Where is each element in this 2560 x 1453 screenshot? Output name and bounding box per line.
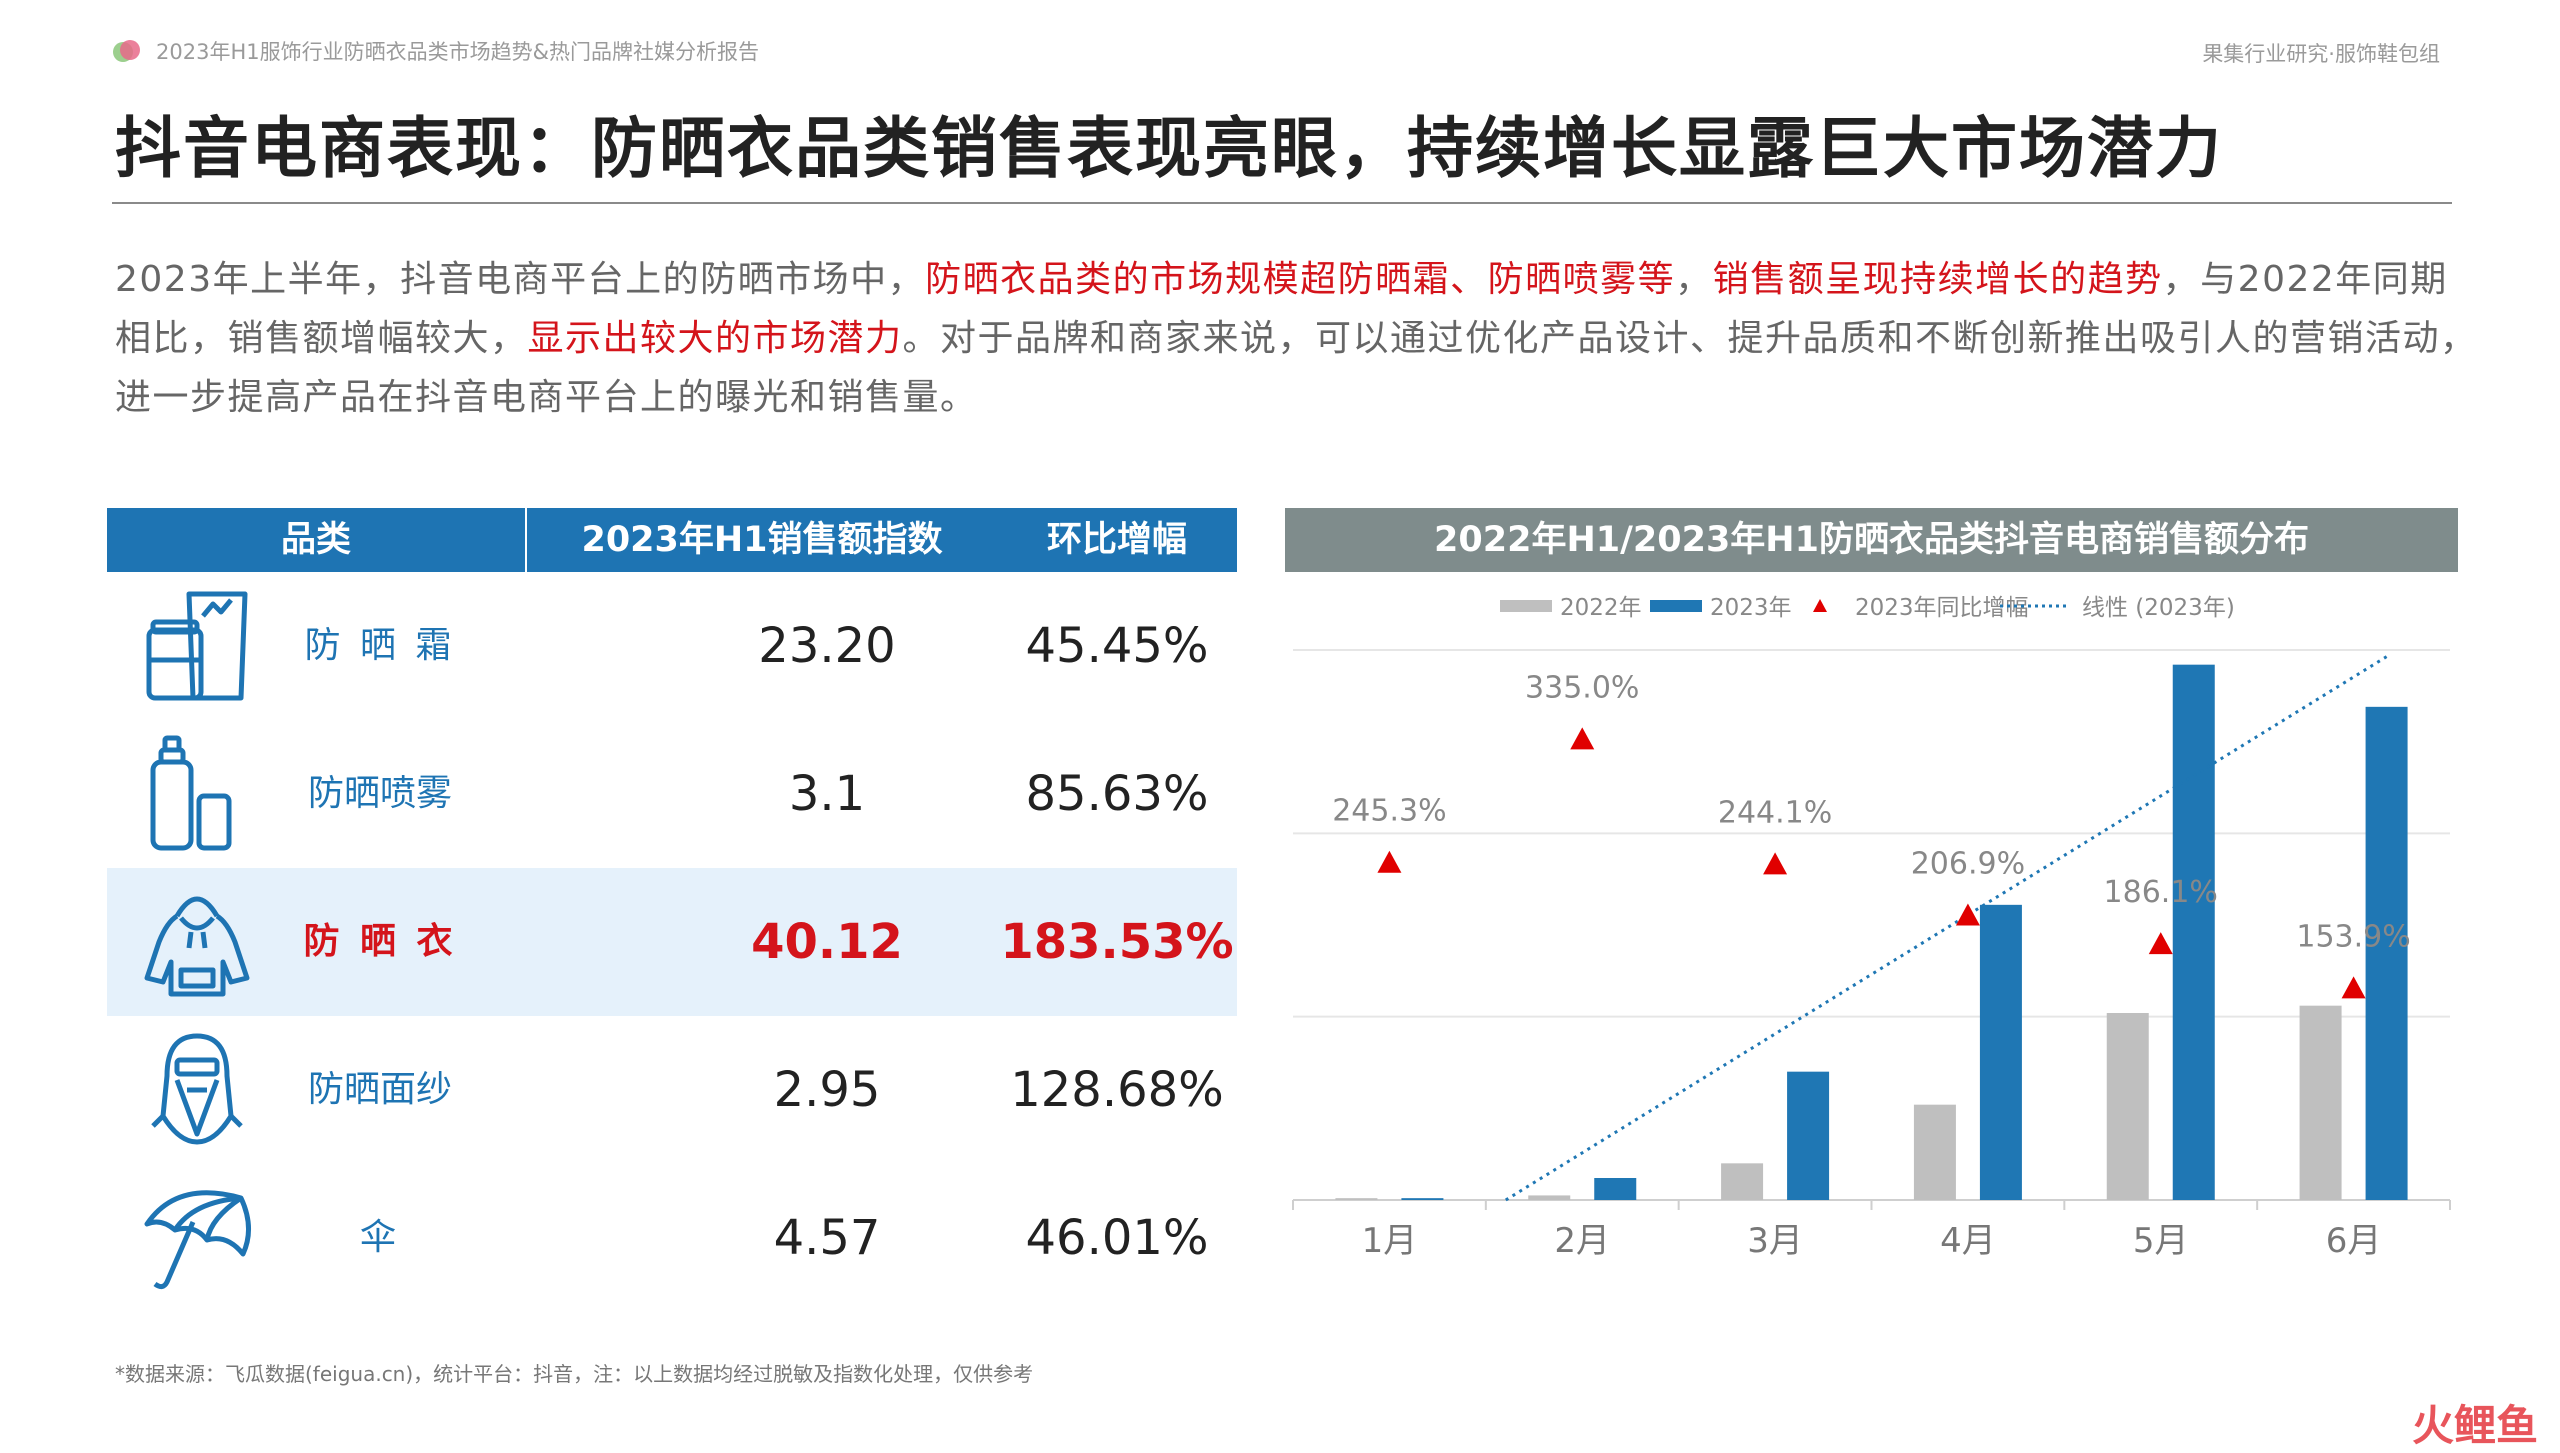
umbrella-icon	[144, 1190, 251, 1290]
x-tick-label: 6月	[2326, 1221, 2382, 1261]
sunscreen-bottles-icon	[146, 591, 248, 701]
x-tick-label: 1月	[1362, 1221, 1418, 1261]
hoodie-icon	[144, 896, 250, 997]
intro-text: 2023年上半年，抖音电商平台上的防晒市场中，	[115, 259, 926, 300]
growth-data-label: 153.9%	[2296, 919, 2410, 954]
bar-2023	[1979, 904, 2022, 1200]
report-logo-icon	[113, 40, 140, 62]
x-tick-label: 4月	[1940, 1221, 1996, 1261]
bar-2022	[2106, 1013, 2149, 1200]
legend-marker-growth	[1813, 599, 1827, 612]
growth-data-label: 186.1%	[2104, 875, 2218, 910]
table-row: 防晒面纱 2.95 128.68%	[107, 1016, 1237, 1164]
growth-rate: 45.45%	[1025, 618, 1209, 674]
sales-index: 23.20	[758, 618, 896, 674]
bar-2023	[1594, 1178, 1637, 1200]
table-header: 品类 2023年H1销售额指数 环比增幅	[107, 508, 1237, 572]
category-name: 防 晒 衣	[303, 921, 457, 962]
legend-label-growth: 2023年同比增幅	[1855, 595, 2029, 621]
intro-text: ，	[1675, 259, 1713, 300]
x-tick-label: 2月	[1554, 1221, 1610, 1261]
category-table: 品类 2023年H1销售额指数 环比增幅 防 晒 霜 23.20 45.45%	[107, 508, 1237, 1323]
legend-swatch-2023	[1650, 600, 1702, 612]
watermark-logo: 火鲤鱼	[2411, 1401, 2538, 1450]
bar-2022	[1913, 1104, 1956, 1200]
report-title: 2023年H1服饰行业防晒衣品类市场趋势&热门品牌社媒分析报告	[156, 40, 759, 64]
growth-rate: 46.01%	[1025, 1210, 1209, 1266]
col-header-category: 品类	[280, 520, 351, 560]
chart-title: 2022年H1/2023年H1防晒衣品类抖音电商销售额分布	[1285, 508, 2458, 572]
growth-marker	[1570, 727, 1595, 750]
spray-bottle-icon	[150, 735, 232, 851]
face-veil-icon	[151, 1033, 243, 1145]
growth-rate: 183.53%	[1000, 914, 1234, 970]
growth-rate: 128.68%	[1010, 1062, 1224, 1118]
x-tick-label: 3月	[1747, 1221, 1803, 1261]
category-name: 防 晒 霜	[304, 625, 456, 666]
growth-marker	[2341, 976, 2366, 999]
growth-marker	[1377, 850, 1402, 873]
bar-2022	[1528, 1195, 1571, 1200]
growth-data-label: 335.0%	[1525, 670, 1639, 705]
growth-data-label: 245.3%	[1332, 794, 1446, 829]
intro-highlight: 销售额呈现持续增长的趋势	[1712, 259, 2163, 300]
growth-data-label: 206.9%	[1911, 847, 2025, 882]
sales-index: 3.1	[788, 766, 866, 822]
legend-label-trend: 线性 (2023年)	[2082, 595, 2235, 621]
x-tick-label: 5月	[2133, 1221, 2189, 1261]
sales-index: 40.12	[751, 914, 903, 970]
sales-index: 4.57	[773, 1210, 881, 1266]
intro-highlight: 显示出较大的市场潜力	[527, 318, 903, 359]
bar-2023	[2172, 664, 2215, 1200]
bar-2023	[2365, 706, 2408, 1200]
bar-2023	[1787, 1071, 1830, 1200]
sales-index: 2.95	[773, 1062, 881, 1118]
table-row: 防晒喷雾 3.1 85.63%	[107, 720, 1237, 868]
intro-highlight: 防晒衣品类的市场规模超防晒霜、防晒喷雾等	[925, 259, 1676, 300]
category-name: 防晒面纱	[307, 1069, 452, 1110]
sales-chart: 2022年 2023年 2023年同比增幅 线性 (2023年) 245.3% 335.…	[1292, 595, 2451, 1261]
report-org: 果集行业研究·服饰鞋包组	[2202, 42, 2440, 66]
header-divider	[525, 508, 527, 572]
intro-paragraph: 2023年上半年，抖音电商平台上的防晒市场中，防晒衣品类的市场规模超防晒霜、防晒…	[115, 250, 2485, 427]
growth-rate: 85.63%	[1025, 766, 1209, 822]
data-source-footnote: *数据来源：飞瓜数据(feigua.cn)，统计平台：抖音，注：以上数据均经过脱…	[115, 1362, 1034, 1386]
bar-2022	[1721, 1163, 1764, 1200]
intro-text: ，与2022年同期相比，销售额增幅较大，	[115, 259, 2448, 359]
title-divider	[112, 202, 2452, 204]
legend-label-2022: 2022年	[1560, 595, 1642, 621]
intro-text: 。对于品牌和商家来说，可以通过优化产品设计、提升品质和不断创新推出吸引人的营销活…	[115, 318, 2478, 418]
growth-marker	[2148, 932, 2173, 955]
bar-2022	[1335, 1198, 1378, 1200]
growth-data-label: 244.1%	[1718, 795, 1832, 830]
bar-2022	[2299, 1005, 2342, 1200]
bar-2023	[1401, 1198, 1444, 1200]
category-name: 防晒喷雾	[307, 773, 452, 814]
col-header-index: 2023年H1销售额指数	[581, 520, 943, 560]
growth-marker	[1763, 852, 1788, 875]
legend-swatch-2022	[1500, 600, 1552, 612]
table-row-highlighted: 防 晒 衣 40.12 183.53%	[107, 868, 1237, 1016]
table-row: 防 晒 霜 23.20 45.45%	[107, 572, 1237, 720]
category-name: 伞	[359, 1217, 400, 1258]
table-row: 伞 4.57 46.01%	[107, 1164, 1237, 1312]
growth-marker	[1955, 903, 1980, 926]
page-title: 抖音电商表现：防晒衣品类销售表现亮眼，持续增长显露巨大市场潜力	[115, 110, 2223, 187]
legend-label-2023: 2023年	[1710, 595, 1792, 621]
col-header-growth: 环比增幅	[1046, 520, 1187, 560]
